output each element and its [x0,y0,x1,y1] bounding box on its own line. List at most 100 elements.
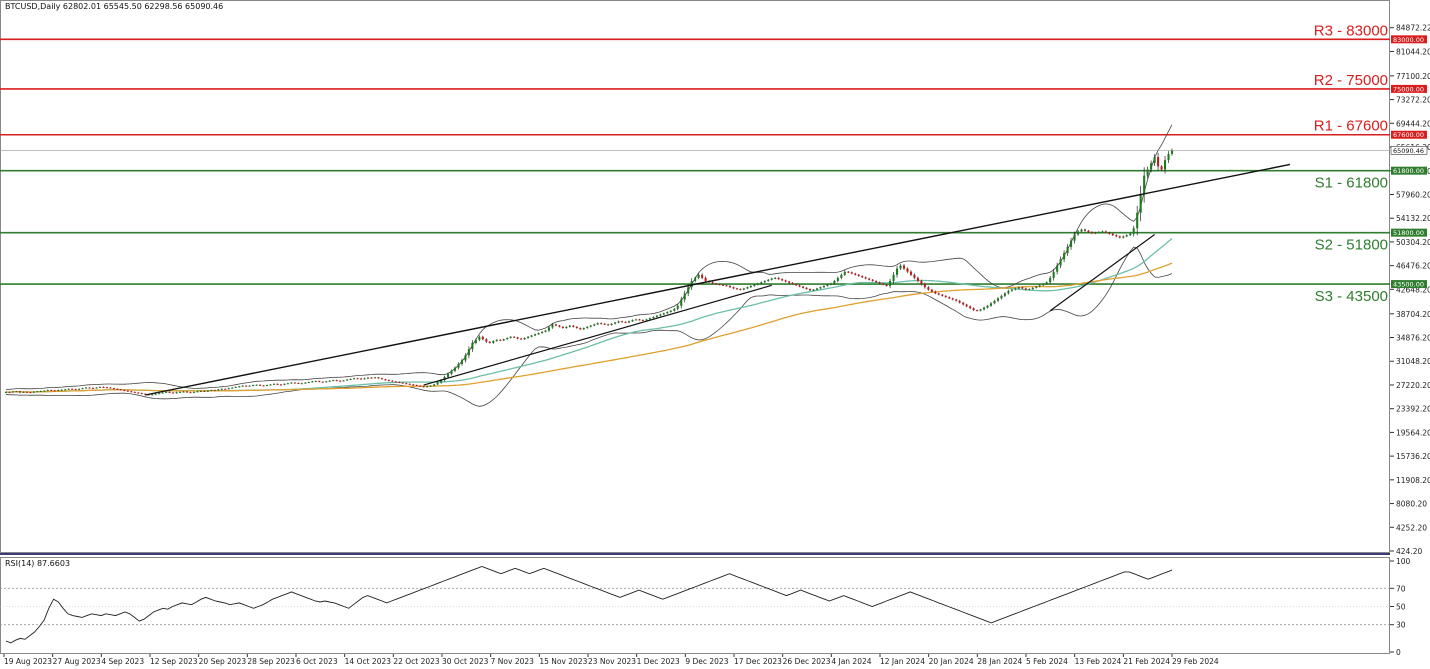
candle-body [1118,236,1121,238]
y-tick-label: 46476.20 [1396,262,1430,271]
candle-body [1080,229,1083,232]
bollinger-lower [5,246,1173,407]
candle-body [1163,160,1167,170]
y-tick-label: 84872.22 [1396,24,1430,33]
candle-body [1157,157,1160,167]
candle-body [958,300,961,303]
price-tag-label: 65090.46 [1393,147,1424,155]
candle-body [965,304,968,307]
rsi-tick-label: 50 [1396,603,1406,612]
candle-body [50,390,53,392]
candle-body [1073,234,1076,241]
level-tag-label: 83000.00 [1393,36,1424,44]
candle-body [983,307,986,310]
candle-body [621,321,624,323]
y-tick-label: 11908.20 [1396,476,1430,485]
candle-body [158,393,161,395]
candle-body [57,390,60,392]
candle-body [370,377,373,379]
candle-body [676,305,679,309]
candle-body [4,391,8,393]
candle-body [989,303,993,306]
candle-body [694,277,697,281]
candle-body [857,274,860,277]
candle-body [770,278,773,280]
candle-body [1143,175,1146,195]
candle-body [895,268,899,275]
candle-body [175,392,178,394]
candle-body [1170,150,1174,154]
candle-body [680,299,683,306]
candle-body [1031,287,1034,290]
x-tick-label: 6 Oct 2023 [296,657,338,666]
candle-body [822,285,825,288]
candle-body [687,287,690,294]
candle-body [955,299,958,301]
candle-body [923,284,926,288]
y-tick-label: 19564.20 [1396,428,1430,437]
candle-body [589,325,592,327]
candle-body [889,280,892,286]
candle-body [756,283,759,285]
x-tick-label: 15 Nov 2023 [539,657,587,666]
trend-line-mid [423,284,772,386]
candle-body [1000,295,1003,299]
y-tick-label: 57960.20 [1396,190,1430,199]
candle-body [457,364,460,368]
candle-body [18,391,21,393]
candle-body [224,388,227,390]
candle-body [718,284,721,286]
candle-body [401,382,404,384]
candle-body [774,277,777,279]
candle-body [572,325,575,327]
candle-body [488,341,491,343]
candle-body [53,390,56,392]
candle-body [412,384,415,386]
date-axis: 19 Aug 2023 27 Aug 2023 4 Sep 2023 12 Sep 2… [3,654,1219,666]
candle-body [1122,236,1125,238]
candle-body [377,377,380,379]
candle-body [1108,232,1111,234]
candle-body [1094,232,1097,234]
candle-body [673,308,676,311]
candle-body [805,287,808,290]
candle-body [683,293,686,300]
bollinger-upper [5,124,1173,390]
candle-body [269,384,272,386]
candle-body [1014,288,1017,290]
y-tick-label: 73272.20 [1396,96,1430,105]
candle-body [1132,228,1135,234]
candle-body [819,287,822,289]
candle-body [996,298,1000,301]
candle-body [969,306,972,309]
candle-body [206,390,209,392]
candle-body [276,383,279,385]
candle-body [478,336,481,340]
candle-body [728,285,732,288]
candle-body [391,380,394,382]
candle-body [624,321,627,323]
y-tick-label: 4252.20 [1396,523,1427,532]
level-tag-label: 43500.00 [1393,281,1424,289]
candle-body [506,337,509,340]
candle-body [1167,153,1170,161]
level-tag-label: 51800.00 [1393,229,1424,237]
indicators [5,124,1173,407]
candle-body [67,388,70,390]
candle-body [342,380,345,382]
candle-body [1160,166,1163,170]
candle-body [871,279,874,281]
candle-body [151,394,154,396]
candle-body [513,336,516,338]
candle-body [944,295,947,298]
candle-body [426,386,429,388]
candle-body [669,310,672,312]
candle-body [739,289,742,291]
candle-body [1024,288,1027,290]
candle-body [272,383,276,385]
candle-body [481,336,484,340]
x-tick-label: 1 Dec 2023 [637,657,680,666]
trend-line-recent [1049,234,1155,312]
candle-body [1070,240,1073,247]
candle-body [203,390,206,392]
